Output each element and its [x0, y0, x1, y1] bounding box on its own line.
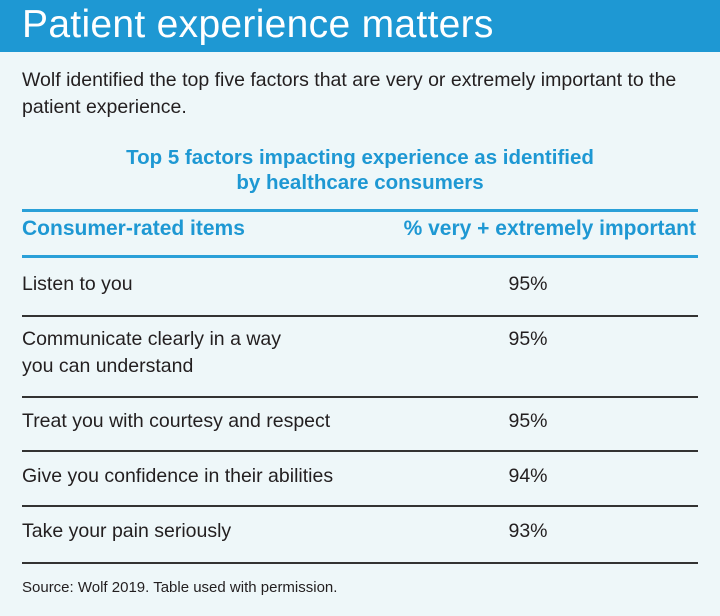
row-divider	[22, 505, 698, 507]
row-item: Treat you with courtesy and respect	[22, 410, 331, 432]
row-item: Communicate clearly in a way you can und…	[22, 326, 281, 380]
header-banner: Patient experience matters	[0, 0, 720, 52]
row-value: 93%	[508, 520, 548, 542]
row-item: Give you confidence in their abilities	[22, 465, 334, 487]
row-value: 95%	[508, 328, 548, 350]
row-item: Listen to you	[22, 273, 133, 295]
row-divider	[22, 450, 698, 452]
row-item-line-2: you can understand	[22, 355, 194, 377]
row-item-line-1: Communicate clearly in a way	[22, 328, 282, 350]
row-value: 95%	[508, 273, 548, 295]
table-title-line-2: by healthcare consumers	[236, 171, 484, 194]
row-value: 95%	[508, 410, 548, 432]
header-bottom-rule	[22, 255, 698, 258]
column-header-items: Consumer-rated items	[22, 217, 245, 240]
table-title: Top 5 factors impacting experience as id…	[0, 145, 720, 195]
column-header-percent: % very + extremely important	[403, 217, 696, 240]
page-title: Patient experience matters	[22, 3, 494, 46]
intro-text: Wolf identified the top five factors tha…	[22, 69, 677, 118]
row-divider	[22, 396, 698, 398]
row-value: 94%	[508, 465, 548, 487]
table-title-line-1: Top 5 factors impacting experience as id…	[126, 146, 594, 169]
header-top-rule	[22, 209, 698, 212]
row-divider	[22, 315, 698, 317]
row-divider	[22, 562, 698, 564]
row-item: Take your pain seriously	[22, 520, 232, 542]
source-note: Source: Wolf 2019. Table used with permi…	[22, 579, 338, 596]
